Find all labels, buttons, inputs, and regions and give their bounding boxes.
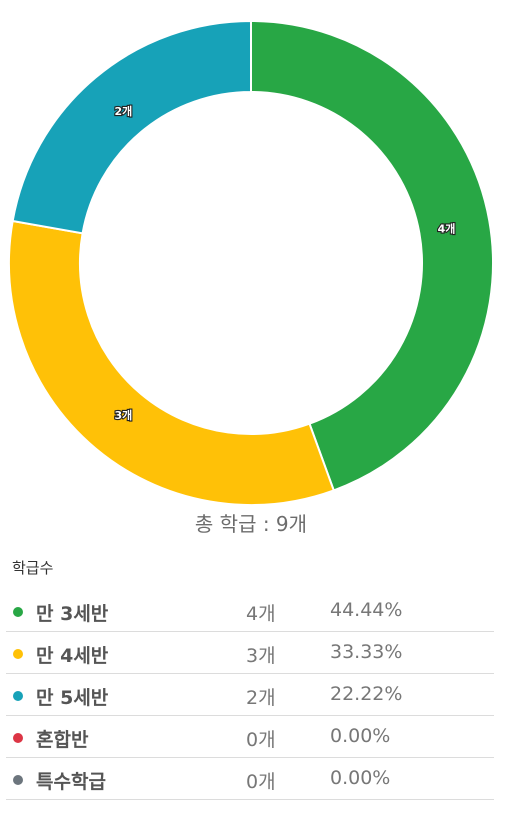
slice-label: 4개 <box>438 222 456 236</box>
legend-count: 2개 <box>246 687 276 709</box>
legend-name: 특수학급 <box>36 771 106 793</box>
legend-row: 혼합반 0개 0.00% <box>6 716 494 758</box>
slice-label: 3개 <box>115 408 133 422</box>
legend-percent: 0.00% <box>330 767 391 789</box>
legend-dot-icon <box>13 733 23 743</box>
legend-percent: 22.22% <box>330 683 403 705</box>
donut-slice[interactable] <box>8 219 336 505</box>
legend-row: 만 5세반 2개 22.22% <box>6 674 494 716</box>
legend-name: 만 5세반 <box>36 687 109 709</box>
legend-count: 0개 <box>246 729 276 751</box>
section-title: 학급수 <box>12 559 54 577</box>
donut-svg: 4개 3개 2개 <box>8 19 494 505</box>
legend-name: 만 3세반 <box>36 603 109 625</box>
legend-percent: 44.44% <box>330 599 403 621</box>
slice-label: 2개 <box>115 104 133 118</box>
total-classes-label: 총 학급 : 9개 <box>194 512 308 536</box>
legend-dot-icon <box>13 691 23 701</box>
legend-dot-icon <box>13 775 23 785</box>
donut-slice[interactable] <box>250 19 494 492</box>
legend-row: 만 3세반 4개 44.44% <box>6 590 494 632</box>
legend-name: 혼합반 <box>36 729 89 751</box>
legend-percent: 0.00% <box>330 725 391 747</box>
legend-percent: 33.33% <box>330 641 403 663</box>
donut-slice[interactable] <box>11 19 252 235</box>
legend-count: 4개 <box>246 603 276 625</box>
legend-dot-icon <box>13 649 23 659</box>
legend-count: 0개 <box>246 771 276 793</box>
legend-table: 만 3세반 4개 44.44% 만 4세반 3개 33.33% 만 5세반 2개… <box>6 590 494 800</box>
donut-chart: 4개 3개 2개 <box>8 19 494 505</box>
legend-count: 3개 <box>246 645 276 667</box>
legend-row: 만 4세반 3개 33.33% <box>6 632 494 674</box>
legend-dot-icon <box>13 607 23 617</box>
legend-row: 특수학급 0개 0.00% <box>6 758 494 800</box>
legend-name: 만 4세반 <box>36 645 109 667</box>
